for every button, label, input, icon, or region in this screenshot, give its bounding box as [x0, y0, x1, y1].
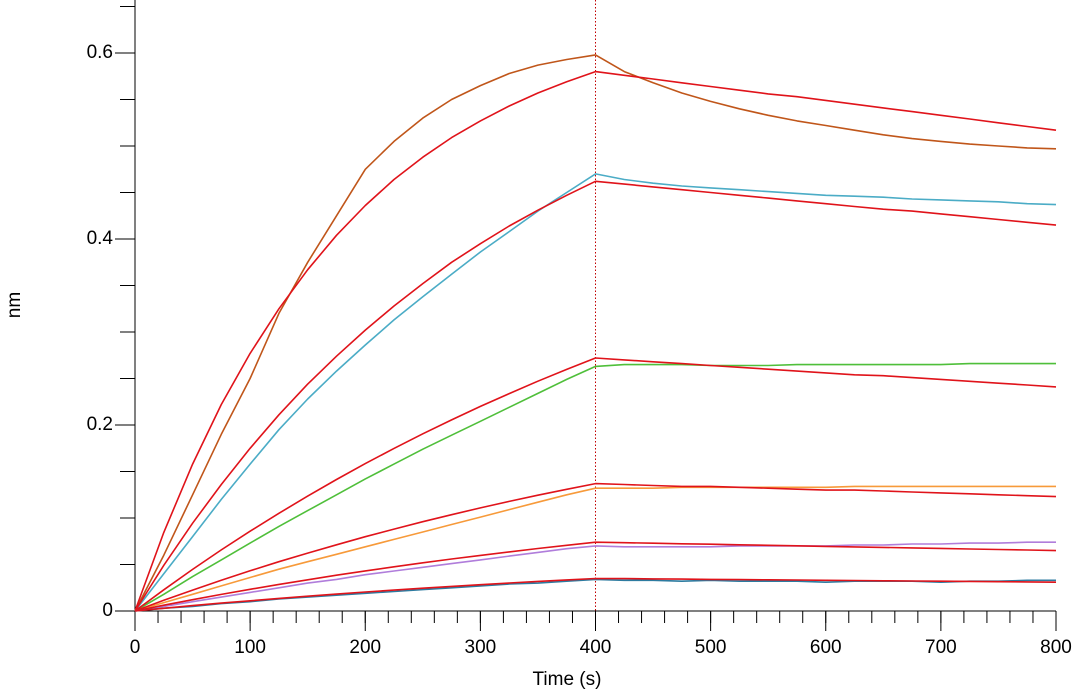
- x-tick-label: 400: [580, 637, 612, 658]
- x-tick-label: 500: [695, 637, 727, 658]
- x-tick-label: 100: [234, 637, 266, 658]
- series-line: [134, 180, 1057, 612]
- series-line: [134, 362, 1056, 612]
- y-tick-label: 0.4: [87, 228, 114, 249]
- y-tick-label: 0.2: [87, 414, 113, 435]
- y-tick-label: 0: [102, 600, 113, 621]
- y-tick-label: 0.6: [87, 42, 113, 63]
- series-line: [134, 357, 1057, 612]
- series-line: [134, 70, 1057, 612]
- x-tick-label: 600: [810, 637, 842, 658]
- series-line: [134, 577, 1057, 612]
- series-line: [134, 541, 1057, 612]
- series-line: [134, 173, 1057, 612]
- x-tick-label: 0: [130, 637, 141, 658]
- series-line: [134, 485, 1056, 612]
- x-tick-label: 200: [349, 637, 381, 658]
- series-line: [134, 541, 1056, 612]
- series-line: [134, 482, 1057, 612]
- x-tick-label: 300: [465, 637, 497, 658]
- x-tick-label: 700: [925, 637, 957, 658]
- x-axis-label: Time (s): [533, 669, 602, 690]
- y-axis-label: nm: [4, 292, 25, 318]
- x-tick-label: 800: [1040, 637, 1072, 658]
